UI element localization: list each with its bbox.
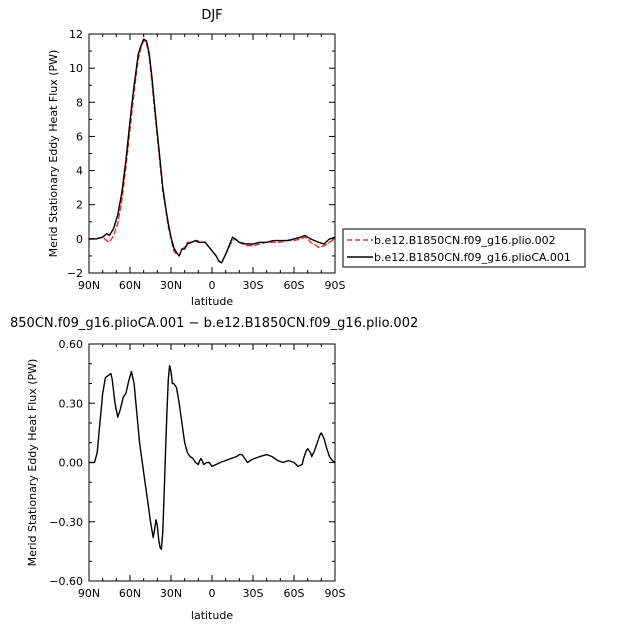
top-y-tick-label: −2	[67, 267, 83, 280]
legend-box	[342, 228, 586, 268]
top-y-tick-label: 0	[76, 233, 83, 246]
top-axis-ticks: 90N 60N 30N 0 30S 60S 90S −2 0 2 4 6 8 10 12	[67, 28, 346, 292]
bottom-y-tick-label: 0.00	[59, 457, 84, 470]
bottom-plot-frame	[88, 343, 336, 582]
top-y-tick-label: 2	[76, 199, 83, 212]
bottom-y-tick-label: −0.30	[49, 516, 83, 529]
bottom-x-tick-label: 60N	[119, 587, 141, 600]
top-panel: DJF 90N 60N 30N 0 30S 60S 90S −2 0 2 4 6 8 10 12 latit…	[47, 8, 346, 308]
top-x-tick-label: 0	[209, 279, 216, 292]
top-x-tick-label: 60N	[119, 279, 141, 292]
bottom-y-tick-label: 0.60	[59, 338, 84, 351]
top-series-line-1	[88, 38, 336, 264]
bottom-series-line-0	[88, 365, 336, 551]
bottom-series-lines	[88, 365, 336, 551]
bottom-axis-ticks: 90N 60N 30N 0 30S 60S 90S −0.60 −0.30 0.00 0.30 0.6…	[49, 338, 345, 600]
top-chart-title: DJF	[201, 8, 222, 23]
bottom-y-tick-label: −0.60	[49, 575, 83, 588]
top-x-tick-label: 90N	[78, 279, 100, 292]
legend-label-plioca: b.e12.B1850CN.f09_g16.plioCA.001	[374, 251, 571, 264]
top-y-tick-label: 10	[69, 62, 83, 75]
bottom-x-axis-title: latitude	[191, 609, 233, 622]
bottom-x-tick-label: 90S	[325, 587, 346, 600]
top-series-lines	[88, 38, 336, 264]
top-plot-frame	[88, 33, 336, 274]
top-y-tick-label: 8	[76, 96, 83, 109]
top-x-axis-title: latitude	[191, 295, 233, 308]
legend: b.e12.B1850CN.f09_g16.plio.002 b.e12.B18…	[342, 228, 586, 268]
top-y-tick-label: 12	[69, 28, 83, 41]
top-y-tick-label: 4	[76, 165, 83, 178]
legend-label-plio: b.e12.B1850CN.f09_g16.plio.002	[374, 234, 556, 247]
bottom-x-tick-label: 30N	[160, 587, 182, 600]
top-x-tick-label: 90S	[325, 279, 346, 292]
bottom-chart-title: 850CN.f09_g16.plioCA.001 − b.e12.B1850CN…	[10, 316, 418, 331]
bottom-y-tick-label: 0.30	[59, 397, 84, 410]
bottom-x-tick-label: 90N	[78, 587, 100, 600]
top-series-line-0	[88, 40, 336, 264]
top-y-axis-title: Merid Stationary Eddy Heat Flux (PW)	[47, 50, 60, 258]
top-x-tick-label: 30N	[160, 279, 182, 292]
top-x-tick-label: 60S	[284, 279, 305, 292]
bottom-x-tick-label: 0	[209, 587, 216, 600]
bottom-x-tick-label: 60S	[284, 587, 305, 600]
bottom-y-axis-title: Merid Stationary Eddy Heat Flux (PW)	[26, 359, 39, 567]
top-x-tick-label: 30S	[243, 279, 264, 292]
bottom-panel: 850CN.f09_g16.plioCA.001 − b.e12.B1850CN…	[10, 316, 418, 622]
top-y-tick-label: 6	[76, 130, 83, 143]
bottom-x-tick-label: 30S	[243, 587, 264, 600]
